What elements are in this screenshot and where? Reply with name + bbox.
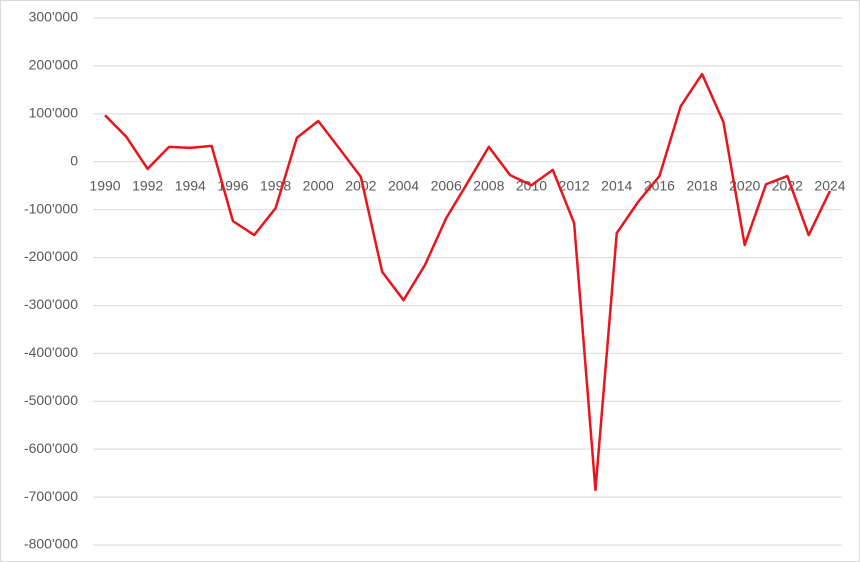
y-tick-label: -400'000 xyxy=(24,344,78,360)
x-tick-label: 2006 xyxy=(431,177,462,193)
x-tick-label: 2008 xyxy=(473,177,504,193)
data-line xyxy=(104,72,832,492)
x-tick-label: 1992 xyxy=(132,177,163,193)
y-tick-label: -100'000 xyxy=(24,200,78,216)
x-tick-label: 2016 xyxy=(644,177,675,193)
x-tick-label: 1994 xyxy=(175,177,206,193)
x-tick-label: 1998 xyxy=(260,177,291,193)
y-tick-label: 0 xyxy=(70,152,78,168)
y-tick-label: -600'000 xyxy=(24,440,78,456)
x-tick-label: 2004 xyxy=(388,177,419,193)
x-tick-label: 2022 xyxy=(772,177,803,193)
x-tick-label: 2002 xyxy=(345,177,376,193)
y-tick-label: -500'000 xyxy=(24,392,78,408)
x-tick-label: 2020 xyxy=(729,177,760,193)
y-tick-label: 100'000 xyxy=(29,105,79,121)
y-tick-label: 200'000 xyxy=(29,57,79,73)
y-tick-label: -300'000 xyxy=(24,296,78,312)
y-tick-label: 300'000 xyxy=(29,9,79,25)
y-tick-label: -200'000 xyxy=(24,248,78,264)
x-tick-label: 2000 xyxy=(303,177,334,193)
x-tick-label: 1990 xyxy=(89,177,120,193)
x-tick-label: 2012 xyxy=(559,177,590,193)
x-tick-label: 2018 xyxy=(686,177,717,193)
y-tick-label: -700'000 xyxy=(24,488,78,504)
x-tick-label: 2024 xyxy=(814,177,845,193)
y-tick-label: -800'000 xyxy=(24,536,78,552)
x-tick-label: 2014 xyxy=(601,177,632,193)
